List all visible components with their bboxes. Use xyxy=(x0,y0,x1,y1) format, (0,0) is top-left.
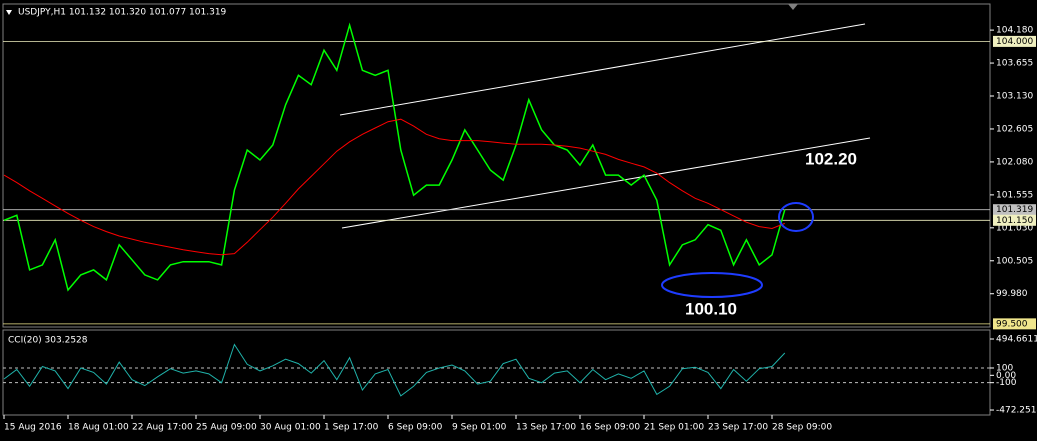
menu-arrow[interactable] xyxy=(6,10,12,15)
shift-marker xyxy=(788,4,798,10)
level-label-box xyxy=(993,318,1036,330)
x-tick-label: 1 Sep 17:00 xyxy=(324,423,379,433)
x-tick-label: 15 Aug 2016 xyxy=(4,423,62,433)
level-label: 104.000 xyxy=(996,37,1033,47)
cci-panel-border xyxy=(2,329,991,416)
y-tick-label: -472.2514 xyxy=(996,406,1037,416)
x-tick-label: 9 Sep 01:00 xyxy=(452,423,507,433)
series-line xyxy=(3,343,786,397)
y-tick-label: 100 xyxy=(996,363,1013,373)
y-tick-label: 100.505 xyxy=(996,256,1033,266)
x-tick-label: 28 Sep 09:00 xyxy=(772,423,832,433)
highlight-circle xyxy=(661,272,763,298)
level-label-box xyxy=(993,204,1036,216)
y-tick-label: 103.655 xyxy=(996,59,1033,69)
y-tick-label: -100 xyxy=(996,378,1017,388)
price-panel-border xyxy=(2,3,991,328)
x-tick-label: 16 Sep 09:00 xyxy=(580,423,640,433)
y-tick-label: 0.00 xyxy=(996,371,1016,381)
y-tick-label: 494.6611 xyxy=(996,334,1037,344)
highlight-circle xyxy=(778,202,814,232)
y-tick-label: 101.555 xyxy=(996,190,1033,200)
x-tick-label: 22 Aug 17:00 xyxy=(132,423,193,433)
x-tick-label: 30 Aug 01:00 xyxy=(260,423,321,433)
y-tick-label: 104.180 xyxy=(996,26,1033,36)
annotation: 102.20 xyxy=(805,149,857,168)
x-tick-label: 25 Aug 09:00 xyxy=(196,423,257,433)
y-tick-label: 101.030 xyxy=(996,223,1033,233)
x-tick-label: 6 Sep 09:00 xyxy=(388,423,443,433)
y-tick-label: 103.130 xyxy=(996,92,1033,102)
x-tick-label: 18 Aug 01:00 xyxy=(68,423,129,433)
x-tick-label: 13 Sep 17:00 xyxy=(516,423,576,433)
series-line xyxy=(3,118,785,256)
y-tick-label: 99.980 xyxy=(996,289,1028,299)
trend-line xyxy=(341,137,871,229)
indicator-title: CCI(20) 303.2528 xyxy=(8,336,88,346)
trend-line xyxy=(339,23,866,116)
series-line xyxy=(3,22,786,292)
y-tick-label: 102.080 xyxy=(996,157,1033,167)
chart-title: USDJPY,H1 101.132 101.320 101.077 101.31… xyxy=(18,8,227,18)
level-label: 101.319 xyxy=(996,205,1033,215)
level-label-box xyxy=(993,214,1036,226)
level-label: 101.150 xyxy=(996,216,1033,226)
x-tick-label: 23 Sep 17:00 xyxy=(708,423,768,433)
x-tick-label: 21 Sep 01:00 xyxy=(644,423,704,433)
y-tick-label: 102.605 xyxy=(996,124,1033,134)
level-label: 99.500 xyxy=(996,319,1028,329)
annotation: 100.10 xyxy=(685,299,737,318)
level-label-box xyxy=(993,35,1036,47)
